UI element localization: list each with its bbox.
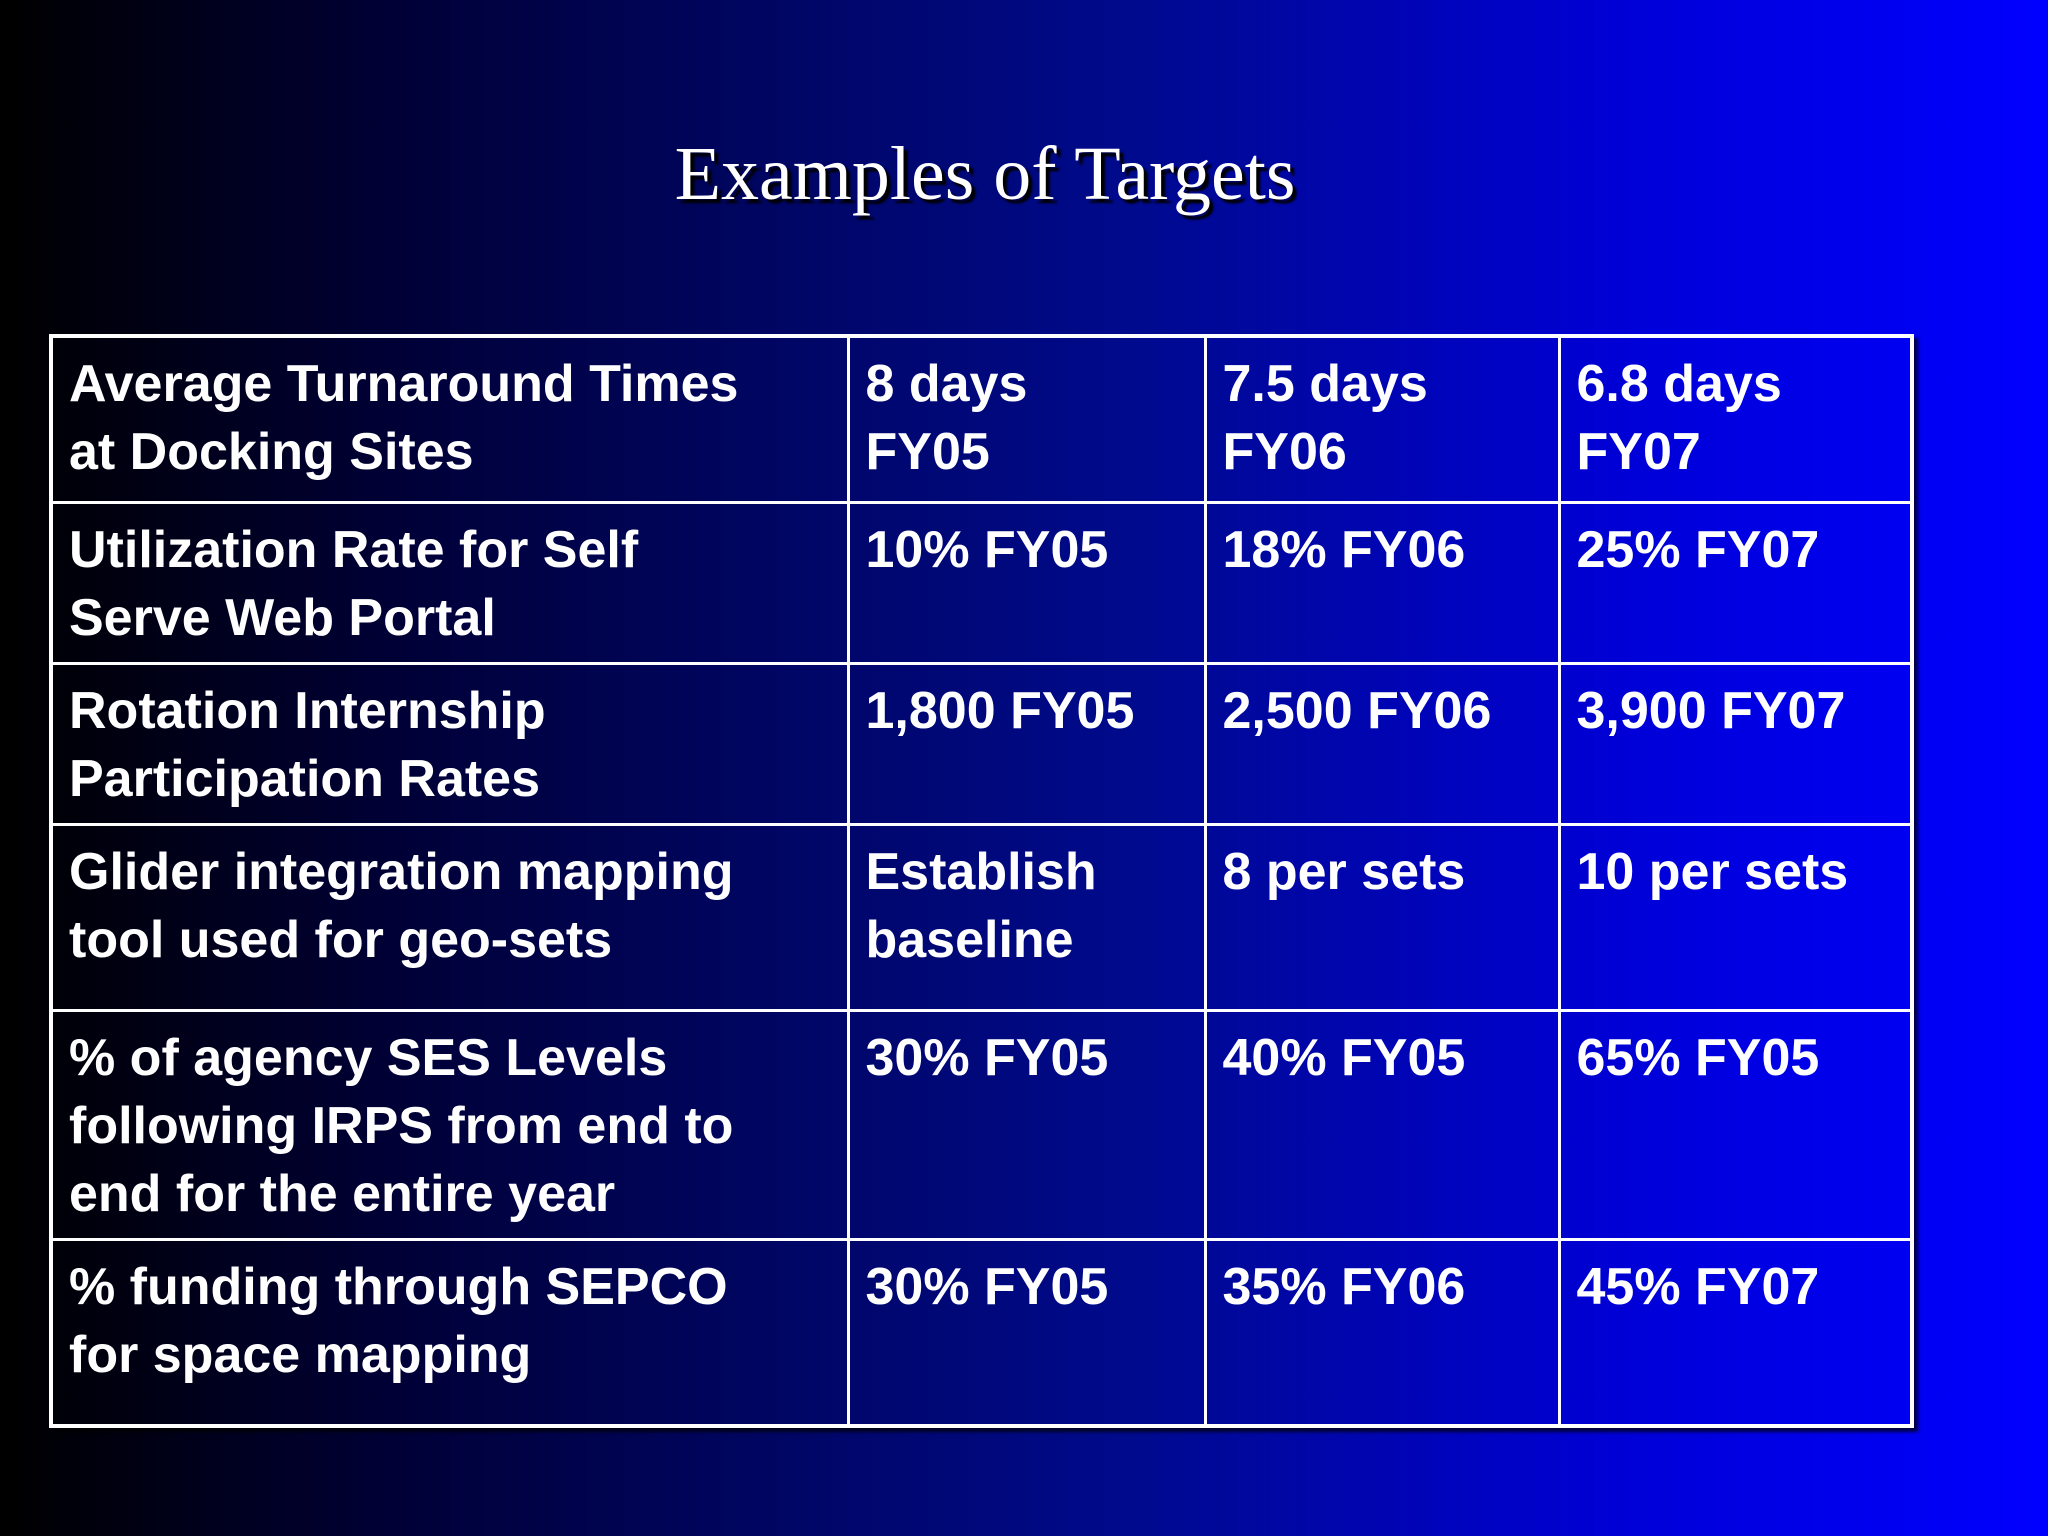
- target-cell-fy06: 2,500 FY06: [1203, 662, 1561, 826]
- targets-table: Average Turnaround Times at Docking Site…: [49, 334, 1914, 1428]
- target-cell-fy07: 65% FY05: [1557, 1009, 1914, 1241]
- measure-cell: Glider integration mapping tool used for…: [49, 823, 850, 1012]
- measure-cell: Utilization Rate for Self Serve Web Port…: [49, 501, 850, 665]
- target-cell-fy07: 10 per sets: [1557, 823, 1914, 1012]
- target-cell-fy05: 30% FY05: [846, 1009, 1207, 1241]
- target-cell-fy07: 3,900 FY07: [1557, 662, 1914, 826]
- measure-cell: Average Turnaround Times at Docking Site…: [49, 334, 850, 504]
- target-cell-fy07: 45% FY07: [1557, 1238, 1914, 1428]
- target-cell-fy05: 10% FY05: [846, 501, 1207, 665]
- table-row: Rotation Internship Participation Rates …: [49, 662, 1914, 826]
- target-cell-fy06: 35% FY06: [1203, 1238, 1561, 1428]
- measure-cell: % funding through SEPCO for space mappin…: [49, 1238, 850, 1428]
- target-cell-fy05: 8 days FY05: [846, 334, 1207, 504]
- target-cell-fy06: 7.5 days FY06: [1203, 334, 1561, 504]
- target-cell-fy06: 40% FY05: [1203, 1009, 1561, 1241]
- table-row: Average Turnaround Times at Docking Site…: [49, 334, 1914, 504]
- target-cell-fy06: 18% FY06: [1203, 501, 1561, 665]
- target-cell-fy05: Establish baseline: [846, 823, 1207, 1012]
- table-row: % funding through SEPCO for space mappin…: [49, 1238, 1914, 1428]
- table-row: Utilization Rate for Self Serve Web Port…: [49, 501, 1914, 665]
- table-row: Glider integration mapping tool used for…: [49, 823, 1914, 1012]
- target-cell-fy07: 6.8 days FY07: [1557, 334, 1914, 504]
- measure-cell: Rotation Internship Participation Rates: [49, 662, 850, 826]
- table-row: % of agency SES Levels following IRPS fr…: [49, 1009, 1914, 1241]
- measure-cell: % of agency SES Levels following IRPS fr…: [49, 1009, 850, 1241]
- slide-title: Examples of Targets: [674, 132, 1296, 216]
- target-cell-fy05: 1,800 FY05: [846, 662, 1207, 826]
- target-cell-fy06: 8 per sets: [1203, 823, 1561, 1012]
- target-cell-fy05: 30% FY05: [846, 1238, 1207, 1428]
- target-cell-fy07: 25% FY07: [1557, 501, 1914, 665]
